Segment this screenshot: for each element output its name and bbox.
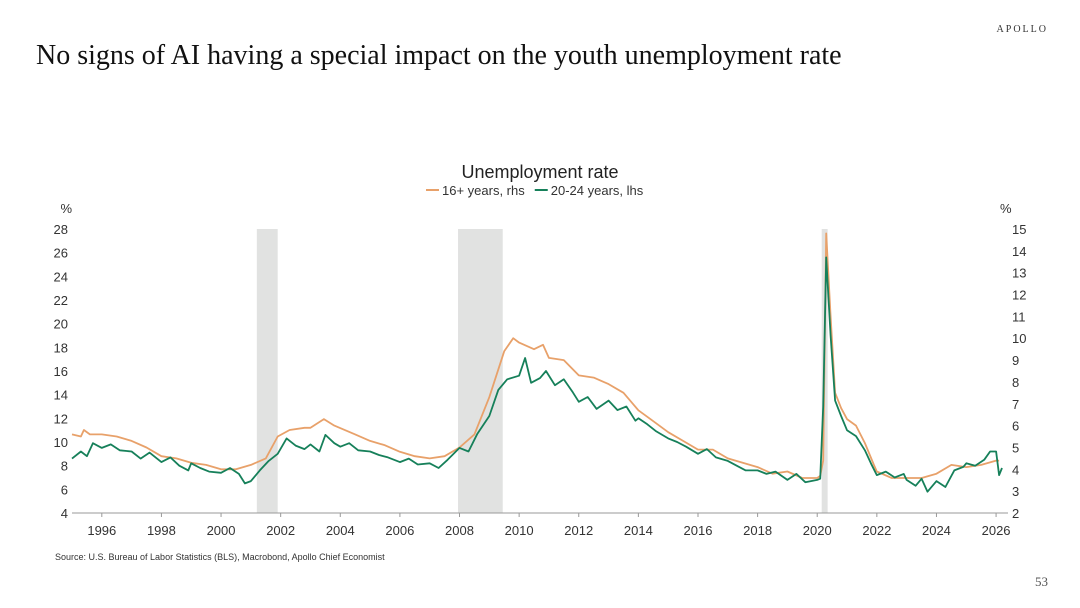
recession-band (458, 229, 503, 513)
right-tick-label: 9 (1012, 353, 1019, 368)
recession-band (256, 229, 278, 513)
left-tick-label: 20 (54, 317, 68, 332)
right-tick-label: 7 (1012, 397, 1019, 412)
left-tick-label: 24 (54, 269, 68, 284)
x-tick-label: 2024 (922, 523, 951, 538)
x-tick-label: 2026 (982, 523, 1011, 538)
left-tick-label: 28 (54, 222, 68, 237)
x-tick-label: 2012 (564, 523, 593, 538)
page-title: No signs of AI having a special impact o… (36, 40, 842, 71)
left-tick-label: 8 (61, 459, 68, 474)
unemployment-chart: 1996 1998 2000 2002 2004 2006 2008 2010 2012 2014… (54, 162, 1027, 538)
right-tick-label: 13 (1012, 266, 1026, 281)
x-tick-label: 2002 (266, 523, 295, 538)
left-axis-unit: % (60, 201, 72, 216)
left-tick-label: 10 (54, 435, 68, 450)
left-tick-label: 18 (54, 340, 68, 355)
x-tick-label: 2016 (684, 523, 713, 538)
brand-logo: APOLLO (996, 24, 1048, 35)
left-tick-label: 16 (54, 364, 68, 379)
x-tick-label: 2020 (803, 523, 832, 538)
chart-title: Unemployment rate (461, 162, 618, 182)
right-tick-label: 10 (1012, 331, 1026, 346)
x-tick-label: 2000 (207, 523, 236, 538)
x-tick-label: 1996 (87, 523, 116, 538)
legend: 16+ years, rhs 20-24 years, lhs (426, 183, 644, 198)
right-tick-label: 2 (1012, 506, 1019, 521)
right-tick-label: 4 (1012, 462, 1019, 477)
left-tick-label: 4 (61, 506, 68, 521)
left-tick-label: 14 (54, 388, 68, 403)
x-tick-label: 2008 (445, 523, 474, 538)
right-tick-label: 15 (1012, 222, 1026, 237)
right-tick-label: 11 (1012, 309, 1026, 324)
x-tick-label: 1998 (147, 523, 176, 538)
x-tick-label: 2004 (326, 523, 355, 538)
x-tick-label: 2006 (385, 523, 414, 538)
x-tick-label: 2022 (862, 523, 891, 538)
legend-label-2: 20-24 years, lhs (551, 183, 644, 198)
x-tick-label: 2014 (624, 523, 653, 538)
left-tick-label: 22 (54, 293, 68, 308)
left-tick-label: 26 (54, 246, 68, 261)
series-line-20-24 (71, 256, 1003, 493)
right-tick-label: 14 (1012, 244, 1026, 259)
page-number: 53 (1035, 574, 1048, 589)
right-tick-label: 6 (1012, 419, 1019, 434)
right-tick-label: 8 (1012, 375, 1019, 390)
left-tick-label: 6 (61, 482, 68, 497)
right-tick-label: 12 (1012, 288, 1026, 303)
right-tick-label: 3 (1012, 484, 1019, 499)
right-axis-unit: % (1000, 201, 1012, 216)
x-tick-label: 2018 (743, 523, 772, 538)
source-note: Source: U.S. Bureau of Labor Statistics … (55, 552, 385, 562)
legend-label-1: 16+ years, rhs (442, 183, 525, 198)
x-tick-label: 2010 (505, 523, 534, 538)
left-tick-label: 12 (54, 411, 68, 426)
right-tick-label: 5 (1012, 440, 1019, 455)
